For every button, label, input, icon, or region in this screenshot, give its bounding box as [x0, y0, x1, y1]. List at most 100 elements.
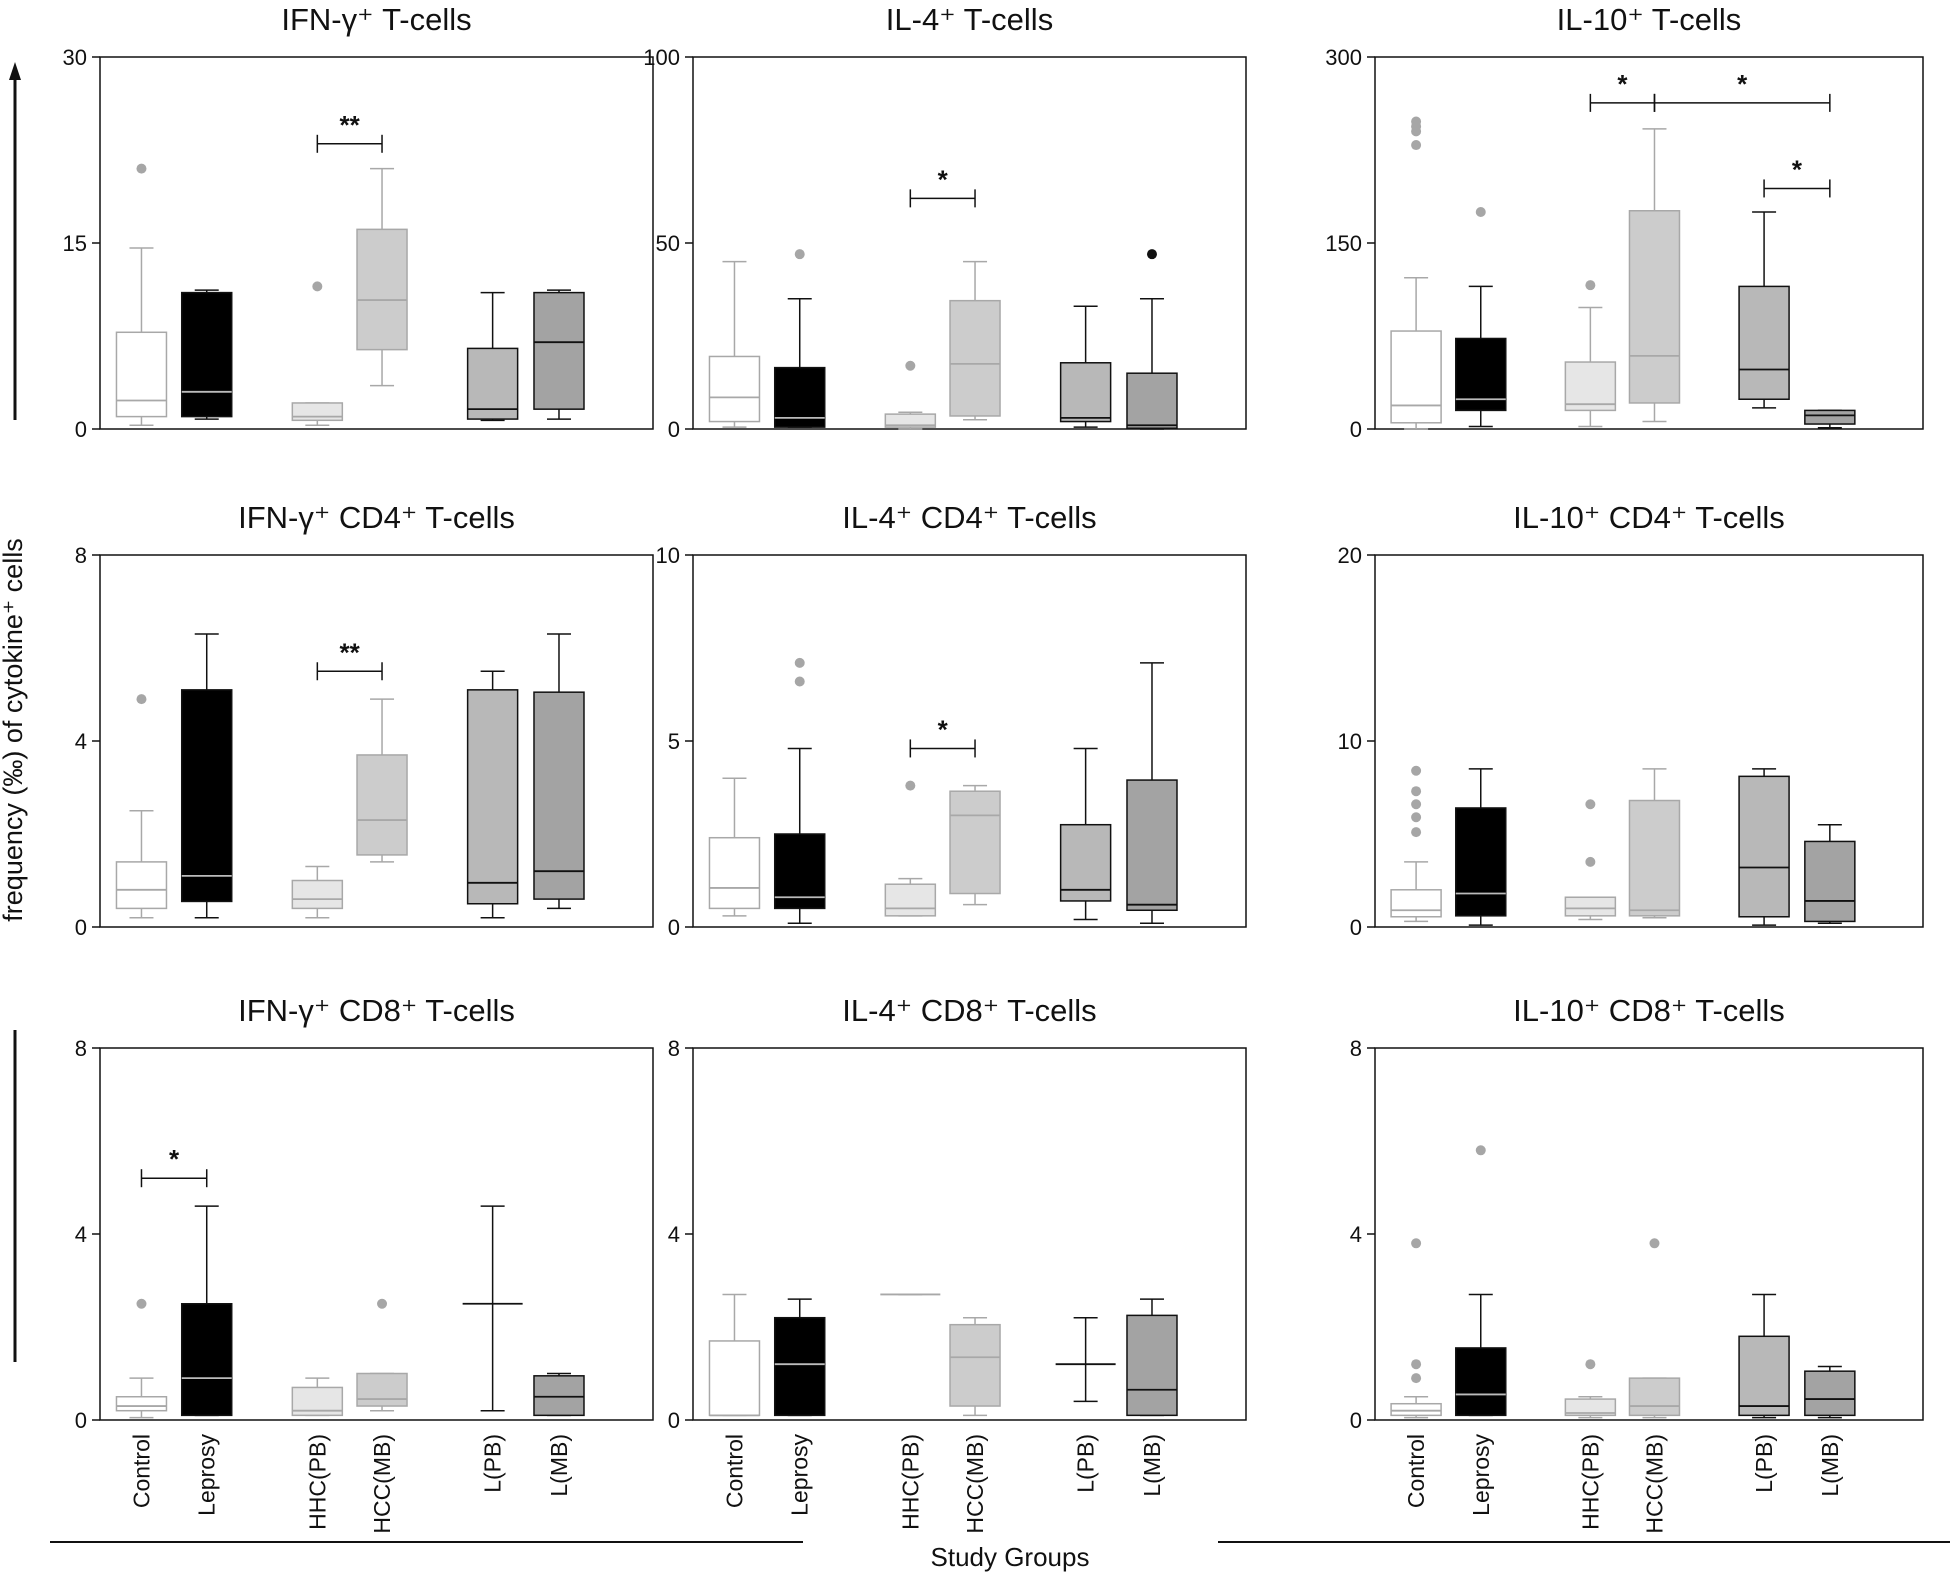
iqr-box — [1804, 1370, 1856, 1417]
x-tick-label: HCC(MB) — [1641, 1434, 1667, 1534]
iqr-box — [1804, 409, 1856, 425]
box-lpb — [1738, 1293, 1790, 1419]
outlier-point — [1585, 1359, 1596, 1370]
outlier-point — [136, 1298, 147, 1309]
box-hhcpb — [291, 865, 344, 919]
y-tick-label: 8 — [668, 1036, 680, 1061]
box-hccmb — [356, 1298, 408, 1412]
iqr-box — [1390, 1402, 1442, 1417]
iqr-box — [533, 291, 585, 410]
significance-label: * — [1617, 69, 1628, 99]
significance-label: * — [938, 164, 949, 194]
iqr-box — [115, 331, 168, 418]
box-hccmb — [356, 167, 408, 387]
box-hccmb — [1628, 768, 1681, 919]
significance-bracket: * — [140, 1144, 208, 1188]
y-tick-label: 8 — [75, 543, 87, 568]
box-leprosy — [1455, 768, 1507, 926]
box-hccmb — [356, 698, 408, 863]
outlier-point — [377, 1298, 388, 1309]
x-tick-label: HHC(PB) — [304, 1434, 330, 1530]
x-tick-label: L(MB) — [1817, 1434, 1843, 1497]
x-tick-label: HCC(MB) — [369, 1434, 395, 1534]
y-tick-label: 10 — [1338, 729, 1362, 754]
iqr-box — [708, 836, 761, 910]
y-tick-label: 20 — [1338, 543, 1362, 568]
panel-6: IL-10⁺ CD4⁺ T-cells 0 10 20 — [1338, 500, 1924, 940]
iqr-box — [466, 689, 519, 905]
iqr-box — [356, 754, 408, 856]
panel-1: IFN-γ⁺ T-cells 0 15 30 ** — [63, 2, 654, 442]
iqr-box — [1628, 1377, 1681, 1417]
y-tick-label: 300 — [1325, 45, 1362, 70]
significance-bracket: * — [909, 164, 976, 208]
iqr-box — [1564, 896, 1617, 917]
box-control — [115, 163, 168, 427]
iqr-box — [291, 879, 344, 910]
iqr-box — [1126, 1314, 1178, 1417]
outlier-point — [1411, 765, 1422, 776]
panel-title: IL-4⁺ T-cells — [886, 2, 1053, 37]
box-control — [1390, 116, 1442, 430]
iqr-box — [180, 1303, 233, 1417]
x-tick-label: Leprosy — [1468, 1434, 1494, 1516]
panel-5: IL-4⁺ CD4⁺ T-cells 0 5 10 * — [656, 500, 1247, 940]
iqr-box — [949, 1323, 1001, 1407]
panel-title: IL-10⁺ CD8⁺ T-cells — [1513, 993, 1785, 1028]
box-lmb — [1804, 823, 1856, 925]
outlier-point — [1411, 116, 1422, 127]
significance-label: ** — [340, 637, 361, 667]
box-control — [115, 1298, 168, 1419]
x-tick-label: L(MB) — [546, 1434, 572, 1497]
significance-label: * — [1792, 154, 1803, 184]
iqr-box — [1628, 210, 1681, 404]
box-lmb — [1126, 249, 1178, 430]
outlier-point — [794, 676, 805, 687]
significance-bracket: * — [1589, 69, 1656, 112]
significance-label: * — [169, 1144, 180, 1174]
iqr-box — [1059, 362, 1112, 423]
outlier-point — [312, 281, 323, 292]
y-tick-label: 10 — [656, 543, 680, 568]
iqr-box — [533, 1375, 585, 1417]
x-tick-label: L(MB) — [1139, 1434, 1165, 1497]
outlier-point — [1146, 249, 1157, 260]
box-hhcpb — [291, 281, 344, 427]
y-tick-label: 5 — [668, 729, 680, 754]
box-lpb — [466, 291, 519, 422]
box-lmb — [1804, 1365, 1856, 1419]
iqr-box — [1390, 889, 1442, 918]
outlier-point — [1411, 827, 1422, 838]
box-lmb — [1126, 662, 1178, 925]
outlier-point — [1475, 207, 1486, 217]
panel-title: IL-4⁺ CD8⁺ T-cells — [842, 993, 1096, 1028]
box-leprosy — [773, 1298, 826, 1417]
panel-8: IL-4⁺ CD8⁺ T-cells 0 4 8 Control Leprosy HHC(P… — [668, 993, 1247, 1534]
outlier-point — [1585, 280, 1596, 291]
significance-bracket: ** — [316, 637, 383, 681]
outlier-point — [1411, 1238, 1422, 1249]
box-hccmb — [1628, 1238, 1681, 1419]
iqr-box — [1564, 1398, 1617, 1417]
x-tick-label: Control — [721, 1434, 747, 1508]
y-tick-label: 150 — [1325, 231, 1362, 256]
box-lpb — [1055, 1316, 1116, 1403]
iqr-box — [1804, 840, 1856, 923]
x-tick-label: HHC(PB) — [1577, 1434, 1603, 1530]
y-axis-label-group: frequency (‰) of cytokine⁺ cells — [0, 62, 28, 1362]
box-hccmb — [949, 1316, 1001, 1417]
y-tick-label: 4 — [75, 729, 87, 754]
box-lmb — [533, 633, 585, 910]
iqr-box — [1390, 330, 1442, 424]
y-tick-label: 4 — [668, 1222, 680, 1247]
box-leprosy — [1455, 207, 1507, 428]
box-leprosy — [180, 289, 233, 420]
y-tick-label: 0 — [75, 915, 87, 940]
box-hhcpb — [1564, 280, 1617, 428]
significance-bracket: * — [1763, 154, 1831, 198]
outlier-point — [1475, 1145, 1486, 1156]
box-hccmb — [949, 784, 1001, 906]
y-tick-label: 0 — [1350, 1408, 1362, 1433]
iqr-box — [533, 691, 585, 900]
